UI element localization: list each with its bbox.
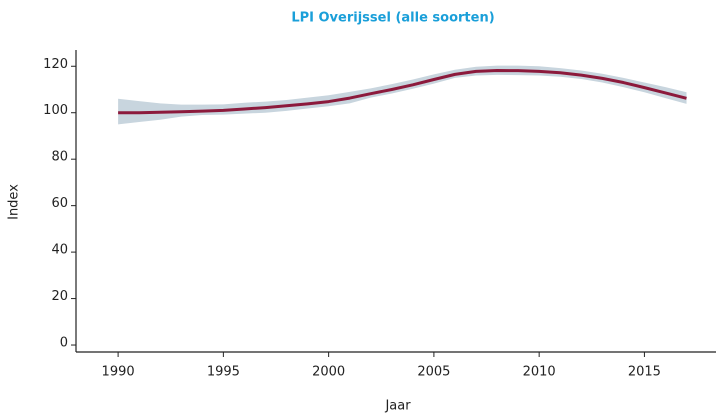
- x-axis-label: Jaar: [384, 399, 411, 414]
- x-tick-label: 2000: [312, 365, 345, 380]
- x-tick-label: 2005: [417, 365, 450, 380]
- chart-title: LPI Overijssel (alle soorten): [291, 11, 494, 26]
- y-tick-label: 100: [43, 103, 68, 118]
- x-tick-label: 1990: [102, 365, 135, 380]
- line: [118, 68, 687, 115]
- y-tick-label: 20: [51, 289, 68, 304]
- y-tick-label: 40: [51, 243, 68, 258]
- y-tick-label: 80: [51, 150, 68, 165]
- x-tick-label: 1995: [207, 365, 240, 380]
- y-tick-label: 60: [51, 196, 68, 211]
- y-axis-label: Index: [7, 184, 22, 220]
- y-tick-label: 0: [60, 336, 68, 351]
- confidence-band: [118, 65, 687, 125]
- x-tick-label: 2015: [628, 365, 661, 380]
- y-tick-label: 120: [43, 57, 68, 72]
- x-tick-label: 2010: [523, 365, 556, 380]
